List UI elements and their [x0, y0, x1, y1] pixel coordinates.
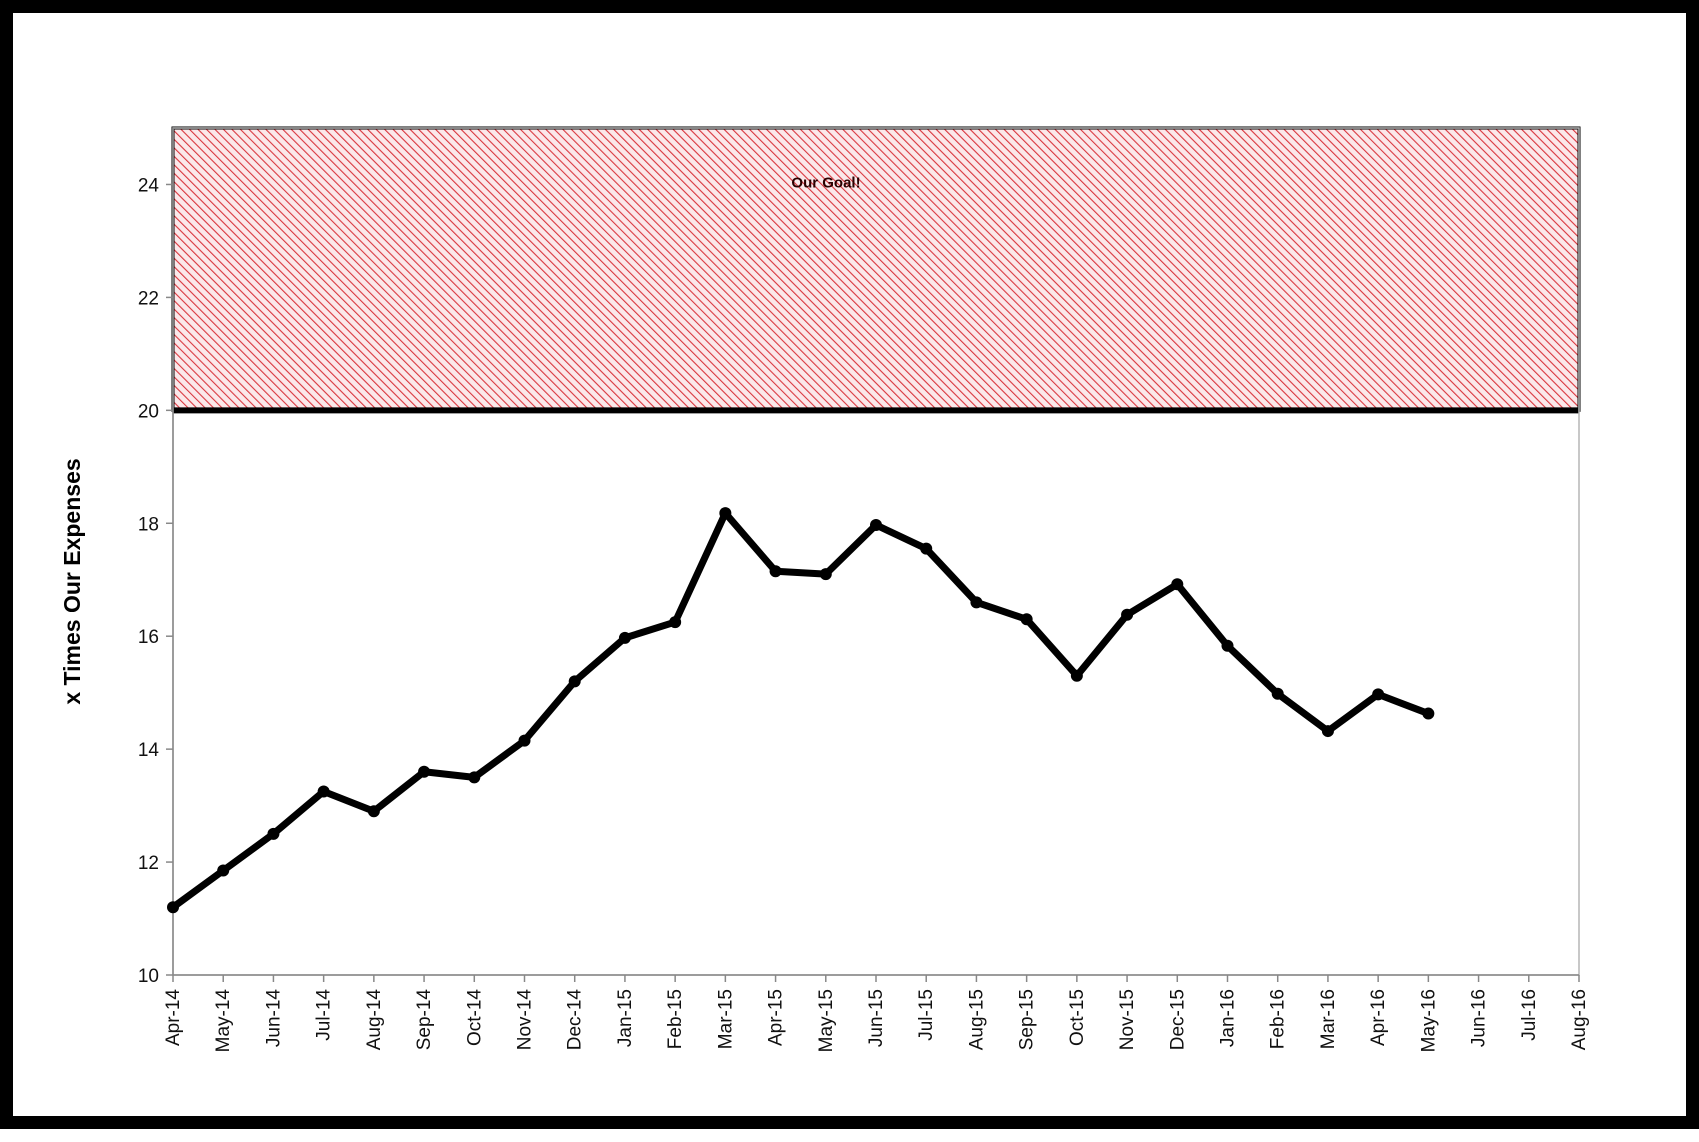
- y-tick-label: 10: [138, 966, 159, 987]
- x-tick-label: Sep-15: [1017, 989, 1038, 1050]
- x-tick-label: Apr-16: [1368, 989, 1389, 1046]
- x-tick-label: Dec-15: [1167, 989, 1188, 1050]
- y-tick-label: 20: [138, 401, 159, 422]
- x-tick-label: Jul-15: [916, 989, 937, 1041]
- data-point: [769, 565, 782, 578]
- data-point: [819, 568, 832, 581]
- data-point: [1321, 725, 1334, 738]
- goal-band: [171, 126, 1581, 412]
- y-tick-label: 12: [138, 853, 159, 874]
- x-tick-label: Oct-14: [464, 989, 485, 1046]
- y-tick-label: 22: [138, 288, 159, 309]
- data-point: [217, 864, 230, 877]
- data-point: [167, 901, 179, 914]
- data-point: [317, 785, 330, 798]
- x-tick-label: May-16: [1418, 989, 1439, 1052]
- x-tick-label: Mar-16: [1318, 989, 1339, 1049]
- data-point: [1372, 688, 1385, 701]
- x-tick-label: May-15: [816, 989, 837, 1052]
- y-tick-label: 14: [138, 740, 160, 761]
- x-tick-label: May-14: [213, 989, 234, 1053]
- x-tick-label: Sep-14: [414, 989, 435, 1051]
- data-point: [267, 827, 280, 840]
- x-tick-label: Jun-16: [1469, 989, 1490, 1047]
- data-point: [669, 616, 682, 629]
- x-tick-label: Feb-15: [665, 989, 686, 1049]
- x-tick-label: Jan-16: [1218, 989, 1239, 1047]
- x-tick-label: Aug-14: [364, 989, 385, 1051]
- data-point: [1271, 687, 1284, 700]
- data-point: [870, 518, 882, 531]
- y-tick-label: 16: [138, 627, 159, 648]
- data-point: [719, 507, 732, 520]
- x-tick-label: Aug-16: [1569, 989, 1590, 1050]
- data-point: [1121, 608, 1134, 621]
- data-point: [920, 542, 933, 555]
- x-tick-label: Nov-14: [515, 989, 536, 1051]
- x-tick-label: Jan-15: [615, 989, 636, 1047]
- goal-band-label: Our Goal!: [791, 174, 860, 191]
- x-tick-label: Nov-15: [1117, 989, 1138, 1050]
- x-tick-label: Apr-15: [766, 989, 787, 1046]
- data-point: [1171, 578, 1184, 591]
- x-tick-label: Jul-16: [1519, 989, 1540, 1041]
- data-point: [418, 765, 431, 778]
- x-tick-label: Jun-14: [263, 989, 284, 1048]
- data-point: [1422, 707, 1435, 720]
- data-point: [367, 805, 380, 818]
- x-tick-label: Jun-15: [866, 989, 887, 1047]
- line-chart: 10 12 14 16 18 20 22 24 Apr-14 May-14 Jun-14 Jul-14…: [59, 126, 1590, 1053]
- data-point: [970, 596, 983, 609]
- x-tick-label: Mar-15: [715, 989, 736, 1049]
- x-tick-label: Apr-14: [163, 989, 184, 1046]
- data-point: [618, 631, 631, 644]
- data-point: [1020, 613, 1033, 626]
- data-point: [568, 675, 581, 688]
- x-tick-label: Jul-14: [314, 989, 335, 1041]
- series-line: [169, 509, 1432, 911]
- data-point: [468, 771, 481, 784]
- y-tick-label: 24: [138, 175, 160, 196]
- y-axis-title: x Times Our Expenses: [59, 458, 85, 704]
- x-tick-label: Oct-15: [1067, 989, 1088, 1046]
- y-tick-label: 18: [138, 514, 159, 535]
- data-point: [1221, 639, 1234, 652]
- x-tick-label: Feb-16: [1268, 989, 1289, 1049]
- x-tick-label: Dec-14: [565, 989, 586, 1051]
- x-tick-label: Aug-15: [966, 989, 987, 1050]
- data-point: [1070, 669, 1083, 682]
- data-point: [518, 734, 531, 747]
